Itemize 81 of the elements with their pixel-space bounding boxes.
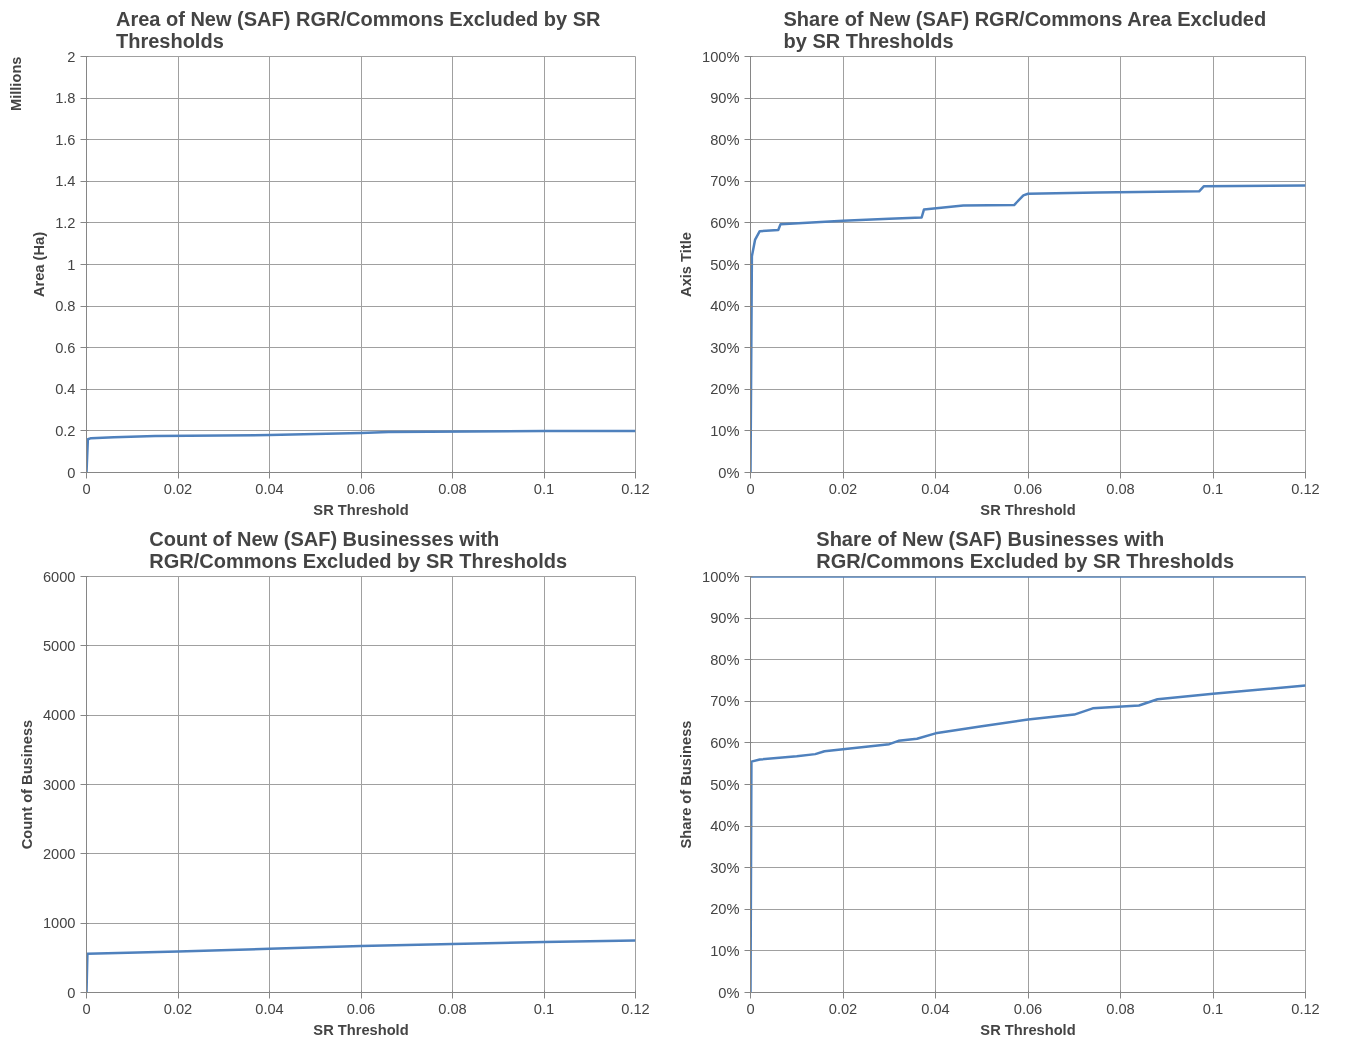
- x-tick-label: 0: [82, 1000, 91, 1017]
- x-tick-label: 0.04: [921, 480, 950, 497]
- chart-title: Share of New (SAF) Businesses with RGR/Commons Excluded by SR Thresholds: [816, 527, 1235, 572]
- y-tick-label: 40%: [710, 298, 740, 315]
- chart-title: Area of New (SAF) RGR/Commons Excluded by SR Thresholds: [115, 7, 602, 52]
- x-tick-label: 0.02: [163, 480, 193, 497]
- x-axis-title: SR Threshold: [980, 1021, 1076, 1038]
- y-tick-label: 80%: [710, 131, 740, 148]
- x-tick-label: 0.06: [346, 480, 376, 497]
- y-tick-label: 0%: [718, 464, 740, 481]
- y-axis-title: Area (Ha): [31, 231, 48, 298]
- x-tick-label: 0.08: [438, 1000, 467, 1017]
- y-tick-label: 60%: [710, 214, 740, 231]
- y-tick-label: 0.2: [55, 422, 76, 439]
- y-axis-title: Share of Business: [678, 720, 695, 849]
- x-tick-label: 0.1: [1202, 1000, 1224, 1017]
- x-tick-label: 0.06: [1013, 480, 1043, 497]
- y-tick-label: 0.8: [55, 298, 76, 315]
- y-tick-label: 10%: [710, 422, 740, 439]
- x-tick-label: 0.12: [1291, 480, 1320, 497]
- y-tick-label: 50%: [710, 776, 740, 793]
- x-axis-title: SR Threshold: [980, 501, 1076, 518]
- y-tick-label: 1.4: [55, 173, 76, 190]
- y-tick-label: 20%: [710, 901, 740, 918]
- y-tick-label: 1000: [42, 915, 76, 932]
- x-tick-label: 0.12: [621, 1000, 650, 1017]
- y-tick-label: 70%: [710, 173, 740, 190]
- y-tick-label: 6000: [42, 568, 76, 585]
- y-tick-label: 90%: [710, 90, 740, 107]
- y-tick-label: 2000: [42, 845, 76, 862]
- x-axis-title: SR Threshold: [313, 1021, 409, 1038]
- x-tick-label: 0.06: [346, 1000, 376, 1017]
- x-tick-label: 0.08: [438, 480, 467, 497]
- y-tick-label: 90%: [710, 610, 740, 627]
- y-tick-label: 80%: [710, 651, 740, 668]
- y-tick-label: 0%: [718, 984, 740, 1001]
- x-tick-label: 0: [82, 480, 91, 497]
- x-tick-label: 0.12: [621, 480, 650, 497]
- x-tick-label: 0.1: [533, 1000, 555, 1017]
- y-tick-label: 100%: [702, 568, 740, 585]
- x-tick-label: 0.1: [1202, 480, 1224, 497]
- x-tick-label: 0.1: [533, 480, 555, 497]
- x-tick-label: 0.08: [1106, 1000, 1135, 1017]
- y-tick-label: 100%: [702, 48, 740, 65]
- x-tick-label: 0.12: [1291, 1000, 1320, 1017]
- chart-title: Count of New (SAF) Businesses with RGR/Commons Excluded by SR Thresholds: [149, 527, 568, 572]
- y-tick-label: 1: [67, 256, 76, 273]
- y-tick-label: 10%: [710, 942, 740, 959]
- y-tick-label: 30%: [710, 339, 740, 356]
- y-tick-label: 0: [67, 464, 76, 481]
- y-tick-label: 5000: [42, 637, 76, 654]
- x-axis-title: SR Threshold: [313, 501, 409, 518]
- y-tick-label: 3000: [42, 776, 76, 793]
- y-tick-label: 60%: [710, 734, 740, 751]
- x-tick-label: 0.04: [921, 1000, 950, 1017]
- y-tick-label: 1.8: [55, 90, 76, 107]
- y-axis-title: Count of Business: [18, 719, 35, 850]
- x-tick-label: 0: [746, 480, 755, 497]
- chart-title: Share of New (SAF) RGR/Commons Area Excluded by SR Thresholds: [783, 7, 1267, 52]
- y-tick-label: 0: [67, 984, 76, 1001]
- x-tick-label: 0: [746, 1000, 755, 1017]
- y-tick-label: 50%: [710, 256, 740, 273]
- x-tick-label: 0.04: [255, 480, 284, 497]
- y-tick-label: 2: [67, 48, 76, 65]
- x-tick-label: 0.04: [255, 1000, 284, 1017]
- x-tick-label: 0.02: [828, 1000, 858, 1017]
- x-tick-label: 0.08: [1106, 480, 1135, 497]
- y-tick-label: 20%: [710, 381, 740, 398]
- x-tick-label: 0.06: [1013, 1000, 1043, 1017]
- text: Millions: [7, 56, 24, 112]
- x-tick-label: 0.02: [163, 1000, 193, 1017]
- y-tick-label: 1.2: [55, 214, 76, 231]
- y-axis-title: Axis Title: [678, 232, 695, 297]
- y-tick-label: 4000: [42, 707, 76, 724]
- y-tick-label: 30%: [710, 859, 740, 876]
- y-tick-label: 0.4: [55, 381, 76, 398]
- y-tick-label: 1.6: [55, 131, 76, 148]
- x-tick-label: 0.02: [828, 480, 858, 497]
- y-tick-label: 0.6: [55, 339, 76, 356]
- y-tick-label: 40%: [710, 818, 740, 835]
- y-tick-label: 70%: [710, 693, 740, 710]
